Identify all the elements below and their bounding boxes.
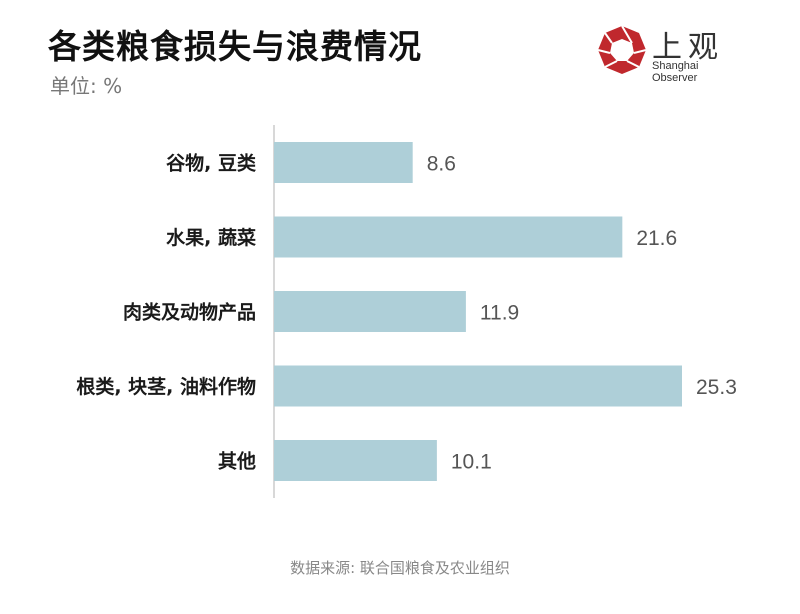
category-label-4: 其他 [218,450,256,473]
category-label-2: 肉类及动物产品 [123,301,256,324]
value-label-2: 11.9 [480,302,519,325]
brand-name-en: Shanghai Observer [652,60,699,84]
bar-1 [274,216,623,258]
bar-4 [274,440,437,481]
category-label-3: 根类, 块茎, 油料作物 [76,375,256,398]
category-label-1: 水果, 蔬菜 [166,226,256,249]
brand-logo: 上观 Shanghai Observer [594,22,744,84]
brand-name-cn: 上观 [652,30,724,65]
source-note: 数据来源: 联合国粮食及农业组织 [290,559,510,577]
shutter-logo-icon [597,25,647,74]
value-label-3: 25.3 [696,376,737,399]
bar-3 [274,365,682,407]
value-label-1: 21.6 [636,227,677,250]
bar-2 [274,291,466,332]
category-label-0: 谷物, 豆类 [166,152,256,175]
value-label-0: 8.6 [427,153,456,176]
value-label-4: 10.1 [451,451,492,474]
unit-label: 单位: % [50,74,123,98]
chart-title: 各类粮食损失与浪费情况 [48,27,422,66]
bar-0 [274,142,413,183]
